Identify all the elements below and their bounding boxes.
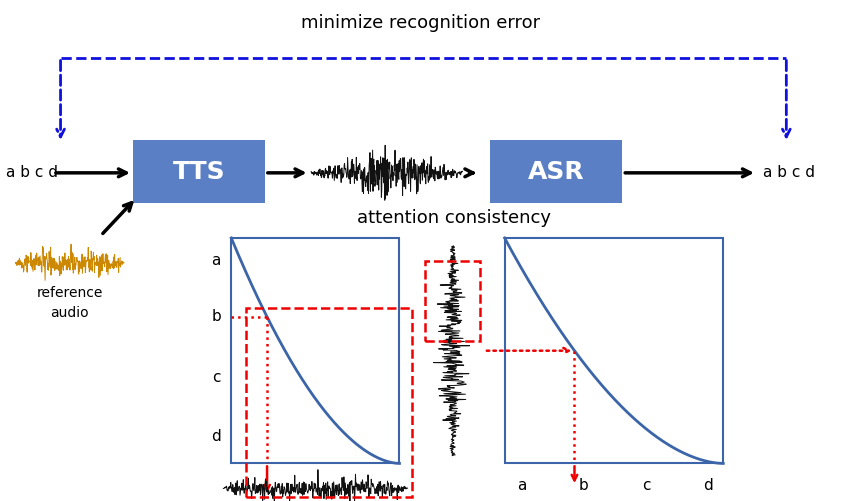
FancyBboxPatch shape [133,140,265,203]
FancyBboxPatch shape [490,140,622,203]
Text: d: d [703,478,713,493]
Text: ASR: ASR [528,160,584,183]
Text: a b c d: a b c d [763,165,815,180]
Text: attention consistency: attention consistency [357,209,551,227]
Text: minimize recognition error: minimize recognition error [301,14,540,32]
Text: d: d [211,429,221,444]
Text: audio: audio [50,306,89,320]
Text: a: a [517,478,526,493]
Text: TTS: TTS [172,160,225,183]
Text: a: a [211,253,221,268]
FancyBboxPatch shape [505,238,723,463]
FancyBboxPatch shape [231,238,399,463]
Text: c: c [643,478,651,493]
Text: b: b [579,478,588,493]
Text: b: b [211,310,221,324]
Text: c: c [212,370,220,385]
Text: reference: reference [37,286,103,300]
Text: a b c d: a b c d [6,165,58,180]
